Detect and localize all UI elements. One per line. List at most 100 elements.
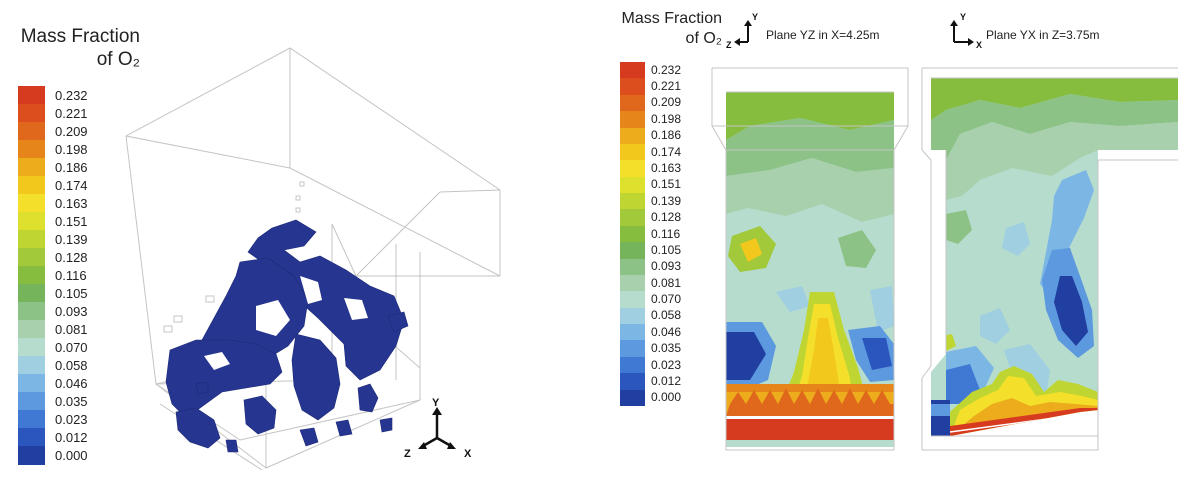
- axis-y-label: Y: [432, 397, 440, 409]
- colorbar-swatch: [18, 446, 45, 465]
- colorbar-swatch: [620, 127, 645, 145]
- colorbar-swatch: [18, 320, 45, 339]
- colorbar-tick-label: 0.046: [55, 375, 88, 391]
- colorbar-tick-label: 0.198: [55, 141, 88, 157]
- colorbar-swatch: [620, 373, 645, 391]
- plane-yx-y-letter: Y: [960, 12, 967, 22]
- colorbar-swatch: [620, 193, 645, 210]
- left-panel: Mass Fraction of O₂ 0.232 0.221 0.209 0.198…: [0, 0, 560, 480]
- contour-plots: [711, 67, 1178, 451]
- colorbar-swatch: [18, 392, 45, 411]
- colorbar-tick-label: 0.221: [651, 79, 682, 94]
- colorbar-swatch: [620, 242, 645, 260]
- colorbar-tick-label: 0.198: [651, 111, 682, 126]
- colorbar-tick-label: 0.116: [651, 226, 681, 241]
- colorbar-swatch: [620, 111, 645, 129]
- o2-isosurface: [165, 219, 409, 453]
- plane-yx-x-letter: X: [976, 40, 983, 50]
- colorbar-swatch: [18, 284, 45, 303]
- colorbar-tick-label: 0.046: [651, 324, 682, 339]
- colorbar-swatch: [18, 356, 45, 375]
- plane-yz-axis-icon: [734, 20, 752, 46]
- colorbar-swatch: [620, 274, 645, 292]
- plane-yz-y-letter: Y: [752, 12, 759, 22]
- colorbar-swatch: [18, 302, 45, 321]
- colorbar-swatch: [18, 86, 45, 105]
- axis-triad-3d: [418, 407, 456, 449]
- legend-title-line2: of O₂: [96, 49, 140, 70]
- colorbar-swatch: [620, 291, 645, 309]
- colorbar-tick-label: 0.035: [651, 341, 682, 356]
- colorbar-swatch: [620, 356, 645, 374]
- colorbar-tick-label: 0.105: [55, 285, 88, 301]
- colorbar-swatch: [18, 410, 45, 429]
- colorbar-tick-label: 0.209: [651, 95, 682, 110]
- colorbar-tick-label: 0.116: [55, 267, 87, 283]
- colorbar-swatch: [18, 176, 45, 195]
- colorbar-swatch: [620, 78, 645, 96]
- colorbar-tick-label: 0.070: [651, 292, 682, 307]
- colorbar-swatch: [620, 225, 645, 243]
- colorbar-tick-label: 0.128: [651, 210, 682, 225]
- plane-yz-z-letter: Z: [726, 40, 732, 50]
- colorbar-tick-label: 0.151: [651, 177, 682, 192]
- axis-x-label: X: [464, 448, 472, 460]
- legend-title-left: Mass Fraction of O₂: [4, 25, 140, 71]
- colorbar-tick-label: 0.023: [55, 411, 88, 427]
- colorbar-swatch: [18, 140, 45, 159]
- colorbar-swatch: [620, 176, 645, 194]
- colorbar-swatch: [620, 324, 645, 341]
- colorbar-swatch: [620, 94, 645, 112]
- colorbar-tick-label: 0.070: [55, 339, 88, 355]
- colorbar-swatch: [18, 428, 45, 447]
- colorbar-tick-label: 0.023: [651, 357, 682, 372]
- plane-yx-axis-icon: [950, 20, 974, 46]
- colorbar-tick-label: 0.081: [651, 275, 682, 290]
- legend-title-line2: of O₂: [685, 30, 722, 47]
- legend-title-right: Mass Fraction of O₂: [606, 9, 722, 49]
- colorbar-tick-label: 0.232: [55, 87, 88, 103]
- colorbar-tick-label: 0.174: [55, 177, 88, 193]
- plane-yz-label: Plane YZ in X=4.25m: [766, 28, 880, 42]
- colorbar-swatch: [18, 194, 45, 213]
- colorbar-tick-label: 0.093: [55, 303, 88, 319]
- colorbar-tick-label: 0.035: [55, 393, 88, 409]
- colorbar-tick-label: 0.012: [55, 429, 88, 445]
- colorbar-swatch: [18, 158, 45, 177]
- colorbar-tick-label: 0.081: [55, 321, 88, 337]
- colorbar-tick-label: 0.151: [55, 213, 88, 229]
- colorbar-swatch: [18, 266, 45, 285]
- colorbar-tick-label: 0.174: [651, 144, 682, 159]
- colorbar-tick-label: 0.128: [55, 249, 88, 265]
- axis-z-label: Z: [404, 448, 411, 460]
- colorbar-tick-label: 0.000: [651, 390, 682, 405]
- colorbar-tick-label: 0.093: [651, 259, 682, 274]
- colorbar-swatch: [620, 62, 645, 79]
- colorbar-tick-label: 0.139: [651, 193, 682, 208]
- colorbar-swatch: [620, 143, 645, 161]
- colorbar-swatch: [620, 340, 645, 358]
- isosurface-gaps: [204, 276, 368, 370]
- colorbar-swatch: [620, 160, 645, 178]
- colorbar-tick-label: 0.232: [651, 62, 682, 77]
- plane-yz-outline: [711, 67, 909, 451]
- colorbar-swatch: [620, 389, 645, 407]
- colorbar-tick-label: 0.058: [55, 357, 88, 373]
- colorbar-tick-label: 0.058: [651, 308, 682, 323]
- plane-yx-outline: [921, 67, 1178, 451]
- colorbar-swatch: [18, 230, 45, 249]
- colorbar-left: 0.232 0.221 0.209 0.198 0.186 0.174 0.163 0.151…: [18, 86, 88, 465]
- colorbar-swatch: [18, 212, 45, 231]
- colorbar-tick-label: 0.012: [651, 373, 682, 388]
- plane-yx-label: Plane YX in Z=3.75m: [986, 28, 1100, 42]
- isometric-view: [125, 47, 501, 471]
- colorbar-tick-label: 0.186: [651, 128, 682, 143]
- colorbar-swatch: [18, 374, 45, 393]
- colorbar-swatch: [18, 122, 45, 141]
- colorbar-tick-label: 0.186: [55, 159, 88, 175]
- colorbar-right: 0.232 0.221 0.209 0.198 0.186 0.174 0.163 0.151…: [620, 62, 681, 407]
- legend-title-line1: Mass Fraction: [20, 26, 140, 47]
- legend-title-line1: Mass Fraction: [621, 10, 722, 27]
- colorbar-tick-label: 0.105: [651, 242, 682, 257]
- colorbar-tick-label: 0.163: [651, 160, 682, 175]
